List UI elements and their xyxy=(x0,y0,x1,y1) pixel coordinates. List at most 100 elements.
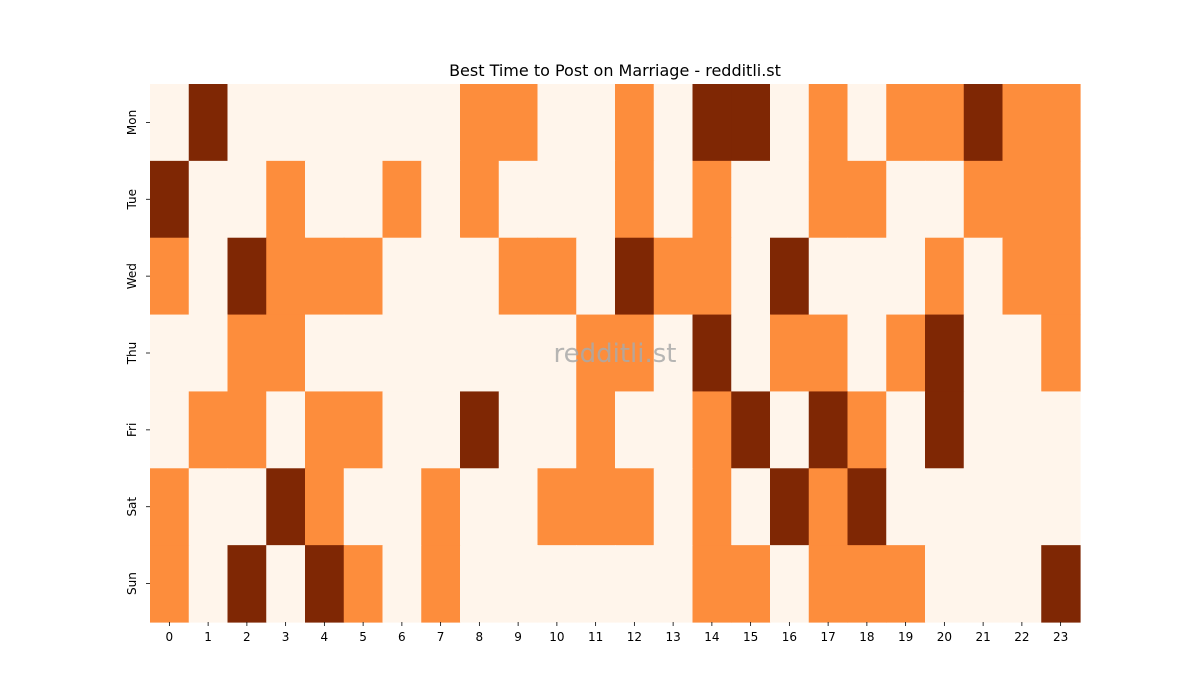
heatmap-cell-wed-6 xyxy=(382,237,422,316)
y-tick-label: Mon xyxy=(125,110,139,135)
x-tick-label: 13 xyxy=(665,630,680,644)
heatmap-cell-fri-17 xyxy=(808,391,849,469)
heatmap-cell-thu-10 xyxy=(537,314,577,393)
heatmap-cell-tue-14 xyxy=(692,160,732,239)
heatmap-cell-wed-3 xyxy=(266,237,306,316)
y-tick-label: Tue xyxy=(125,189,139,211)
heatmap-cell-fri-21 xyxy=(963,391,1004,469)
heatmap-cell-mon-16 xyxy=(770,84,810,162)
heatmap-cell-sun-20 xyxy=(925,545,965,623)
x-tick-label: 4 xyxy=(321,630,329,644)
heatmap-cell-fri-8 xyxy=(460,391,500,469)
heatmap-cell-wed-20 xyxy=(925,237,965,316)
x-tick-label: 8 xyxy=(476,630,484,644)
heatmap-cell-sat-4 xyxy=(305,468,345,546)
y-tick-label: Fri xyxy=(125,423,139,437)
heatmap-cell-mon-13 xyxy=(653,84,694,162)
heatmap-cell-tue-3 xyxy=(266,160,306,239)
x-tick-label: 10 xyxy=(549,630,564,644)
heatmap-cell-mon-14 xyxy=(692,84,732,162)
heatmap-cell-sun-17 xyxy=(808,545,849,623)
heatmap-cell-sat-22 xyxy=(1002,468,1042,546)
watermark: redditli.st xyxy=(554,339,677,369)
heatmap-cell-wed-1 xyxy=(188,237,229,316)
x-tick-label: 22 xyxy=(1014,630,1029,644)
heatmap-cell-sun-7 xyxy=(421,545,461,623)
heatmap-cell-sun-6 xyxy=(382,545,422,623)
x-tick-label: 1 xyxy=(204,630,212,644)
heatmap-cell-mon-4 xyxy=(305,84,345,162)
heatmap-cell-thu-16 xyxy=(770,314,810,393)
heatmap-cell-wed-17 xyxy=(808,237,849,316)
heatmap-cell-thu-4 xyxy=(305,314,345,393)
heatmap-cell-tue-1 xyxy=(188,160,229,239)
heatmap-cell-mon-9 xyxy=(498,84,539,162)
heatmap-cell-thu-2 xyxy=(227,314,267,393)
heatmap-cell-sun-2 xyxy=(227,545,267,623)
chart-title: Best Time to Post on Marriage - redditli… xyxy=(449,61,781,80)
x-tick-label: 2 xyxy=(243,630,251,644)
x-tick-label: 16 xyxy=(782,630,797,644)
heatmap-cell-fri-5 xyxy=(343,391,384,469)
heatmap-cell-wed-2 xyxy=(227,237,267,316)
heatmap-cell-wed-23 xyxy=(1041,237,1081,316)
heatmap-cell-tue-19 xyxy=(886,160,926,239)
heatmap-cell-tue-7 xyxy=(421,160,461,239)
heatmap-cell-sat-19 xyxy=(886,468,926,546)
heatmap-cell-thu-5 xyxy=(343,314,384,393)
heatmap-cell-wed-4 xyxy=(305,237,345,316)
heatmap-cell-fri-9 xyxy=(498,391,539,469)
heatmap-cell-fri-20 xyxy=(925,391,965,469)
heatmap-cell-thu-14 xyxy=(692,314,732,393)
heatmap-cell-tue-4 xyxy=(305,160,345,239)
heatmap-cell-thu-8 xyxy=(460,314,500,393)
heatmap-cell-fri-13 xyxy=(653,391,694,469)
heatmap-cell-wed-18 xyxy=(847,237,887,316)
heatmap-cell-wed-22 xyxy=(1002,237,1042,316)
heatmap-cell-fri-15 xyxy=(731,391,771,469)
heatmap-cell-tue-11 xyxy=(576,160,616,239)
heatmap-cell-mon-21 xyxy=(963,84,1004,162)
heatmap-cell-fri-12 xyxy=(615,391,655,469)
heatmap-cell-sat-0 xyxy=(150,468,190,546)
y-tick-label: Sun xyxy=(125,572,139,595)
heatmap-cell-wed-5 xyxy=(343,237,384,316)
heatmap-cell-sat-11 xyxy=(576,468,616,546)
heatmap-cell-sun-0 xyxy=(150,545,190,623)
heatmap-cell-sat-7 xyxy=(421,468,461,546)
heatmap-cell-tue-23 xyxy=(1041,160,1081,239)
heatmap-cell-sun-22 xyxy=(1002,545,1042,623)
heatmap-cell-thu-12 xyxy=(615,314,655,393)
heatmap-cell-tue-10 xyxy=(537,160,577,239)
x-tick-label: 11 xyxy=(588,630,603,644)
heatmap-cell-mon-0 xyxy=(150,84,190,162)
x-tick-label: 0 xyxy=(166,630,174,644)
heatmap-cell-wed-10 xyxy=(537,237,577,316)
heatmap-cell-sun-4 xyxy=(305,545,345,623)
heatmap-cell-fri-7 xyxy=(421,391,461,469)
heatmap-cell-wed-15 xyxy=(731,237,771,316)
x-tick-label: 6 xyxy=(398,630,406,644)
heatmap-cell-mon-22 xyxy=(1002,84,1042,162)
y-tick-label: Wed xyxy=(125,263,139,289)
heatmap-cell-tue-20 xyxy=(925,160,965,239)
heatmap-cell-wed-19 xyxy=(886,237,926,316)
heatmap-cell-tue-0 xyxy=(150,160,190,239)
heatmap-cell-thu-11 xyxy=(576,314,616,393)
y-tick-label: Thu xyxy=(125,342,139,366)
heatmap-cell-thu-15 xyxy=(731,314,771,393)
heatmap-cell-fri-2 xyxy=(227,391,267,469)
heatmap-cell-sat-8 xyxy=(460,468,500,546)
heatmap-cell-sat-13 xyxy=(653,468,694,546)
heatmap-cell-wed-7 xyxy=(421,237,461,316)
heatmap-cell-sat-18 xyxy=(847,468,887,546)
heatmap-cell-sun-13 xyxy=(653,545,694,623)
heatmap-cell-wed-12 xyxy=(615,237,655,316)
heatmap-cell-sun-8 xyxy=(460,545,500,623)
y-tick-label: Sat xyxy=(125,497,139,517)
heatmap-cell-fri-3 xyxy=(266,391,306,469)
heatmap-cell-sun-11 xyxy=(576,545,616,623)
x-tick-label: 17 xyxy=(820,630,835,644)
heatmap-cell-sat-15 xyxy=(731,468,771,546)
